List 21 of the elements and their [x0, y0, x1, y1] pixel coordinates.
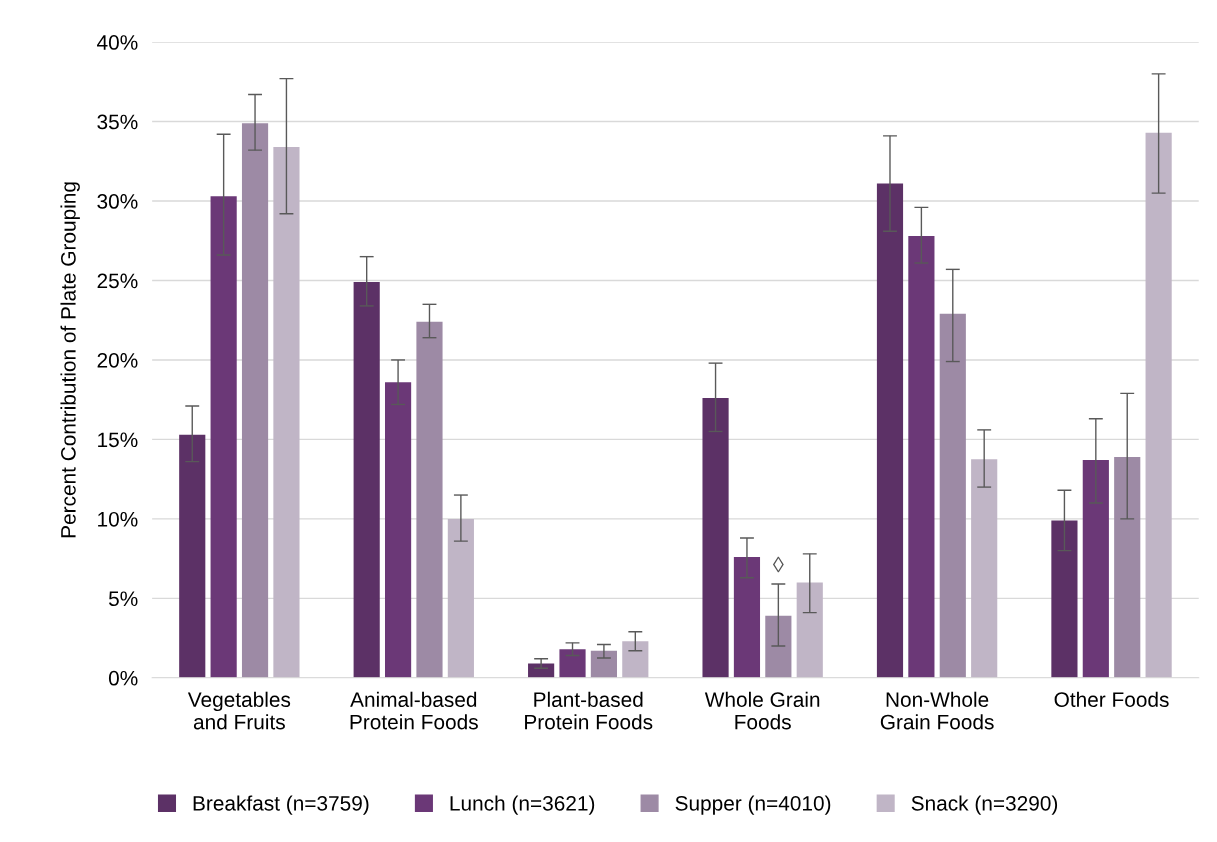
y-tick-label: 30% [97, 194, 138, 209]
legend-label: Lunch (n=3621) [450, 795, 595, 815]
x-tick-label: Animal-based Protein Foods [350, 691, 478, 730]
y-tick-label: 0% [108, 670, 138, 686]
y-tick-label: 35% [97, 114, 138, 130]
x-tick-label: Whole Grain Foods [704, 691, 820, 730]
y-tick-label: 15% [98, 432, 138, 448]
x-tick-label: Non-Whole Grain Foods [880, 691, 994, 730]
legend-label: Supper (n=4010) [675, 795, 831, 815]
y-tick-label: 25% [97, 273, 138, 289]
annotation: ◊ [772, 556, 784, 573]
legend-label: Breakfast (n=3759) [193, 795, 369, 815]
y-tick-label: 40% [97, 35, 138, 50]
x-tick-label: Vegetables and Fruits [187, 691, 291, 730]
y-tick-label: 10% [98, 511, 138, 527]
x-tick-label: Plant-based Protein Foods [525, 691, 653, 730]
y-axis-title: Percent Contribution of Plate Grouping [60, 182, 80, 538]
y-tick-label: 20% [97, 352, 138, 368]
y-tick-label: 5% [108, 591, 138, 607]
legend-label: Snack (n=3290) [911, 795, 1058, 815]
x-tick-label: Other Foods [1054, 691, 1169, 707]
